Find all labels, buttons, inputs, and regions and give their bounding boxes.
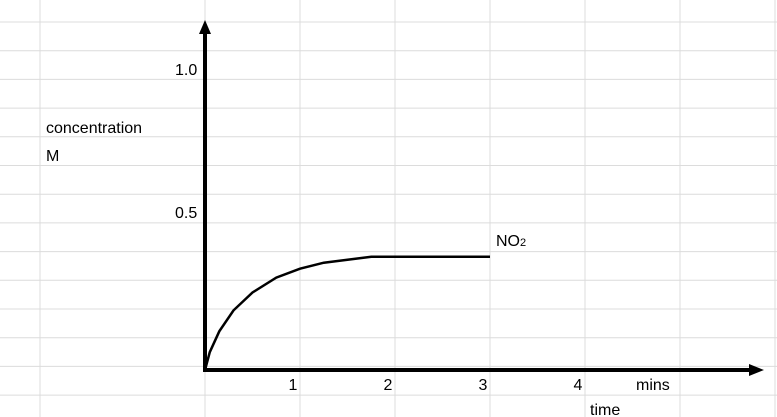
x-tick-label: 2 xyxy=(384,377,393,394)
x-tick-label: 4 xyxy=(574,377,583,394)
series-line-no2 xyxy=(203,255,490,371)
y-axis-label: concentration xyxy=(46,120,142,137)
series-label-main: NO xyxy=(496,233,520,250)
x-axis-arrow-icon xyxy=(749,364,764,376)
x-unit-label: mins xyxy=(636,377,670,394)
x-tick-label: 1 xyxy=(289,377,298,394)
series-label-subscript: 2 xyxy=(520,237,526,249)
y-axis-unit-label: M xyxy=(46,148,59,165)
x-axis-label: time xyxy=(590,402,620,417)
series-label-no2: NO2 xyxy=(496,233,526,250)
y-tick-label: 1.0 xyxy=(175,62,197,79)
y-axis-arrow-icon xyxy=(199,20,211,34)
y-tick-label: 0.5 xyxy=(175,205,197,222)
x-tick-label: 3 xyxy=(479,377,488,394)
